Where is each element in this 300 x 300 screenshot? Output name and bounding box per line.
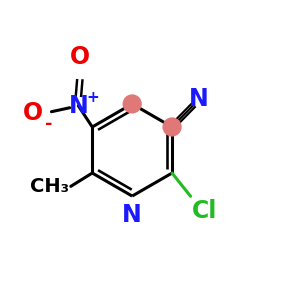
Text: N: N (68, 94, 88, 118)
Circle shape (123, 95, 141, 113)
Text: CH₃: CH₃ (30, 177, 69, 196)
Circle shape (163, 118, 181, 136)
Text: O: O (22, 101, 43, 125)
Text: N: N (122, 203, 142, 227)
Text: N: N (189, 87, 209, 111)
Text: +: + (86, 90, 99, 105)
Text: Cl: Cl (192, 199, 218, 223)
Text: O: O (70, 45, 90, 69)
Text: -: - (45, 115, 52, 133)
